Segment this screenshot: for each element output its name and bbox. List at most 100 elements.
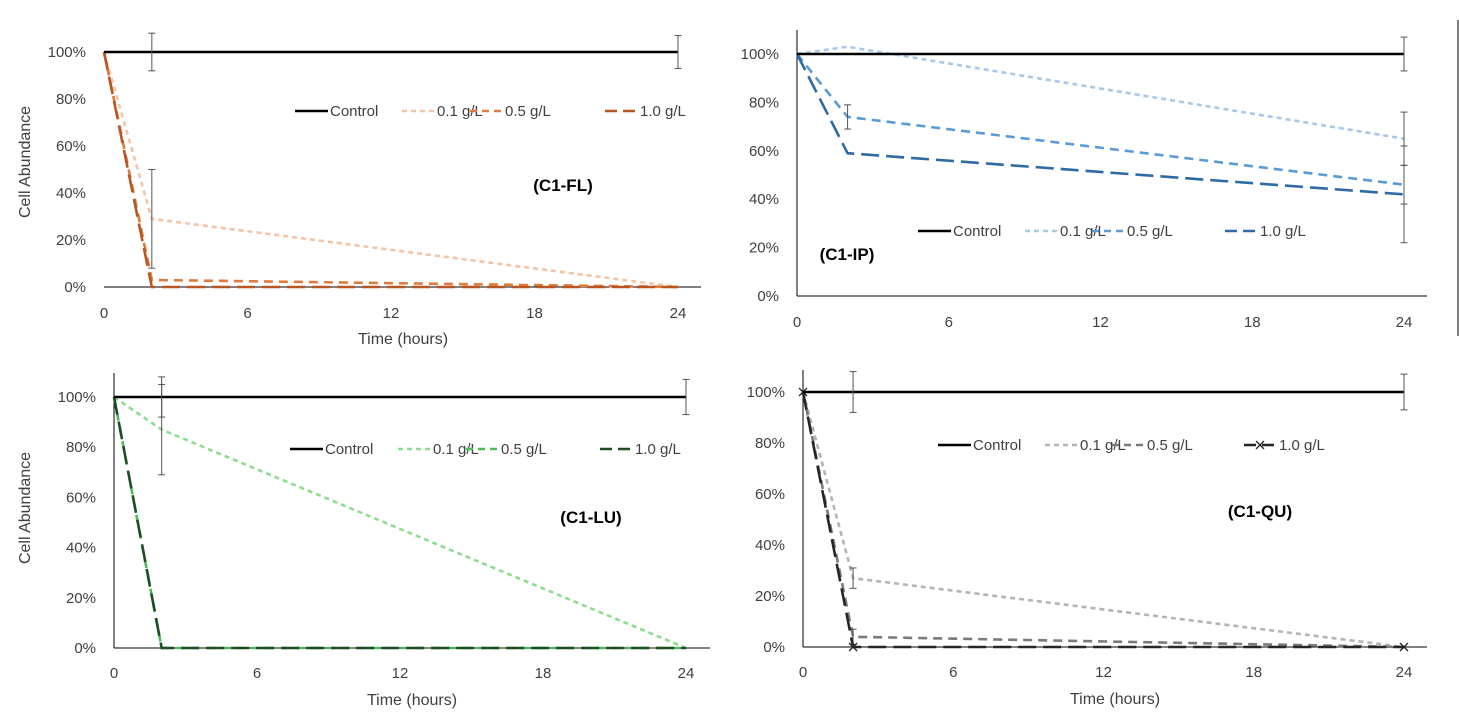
y-tick-label: 60% xyxy=(749,143,779,160)
series-0-1-g-l xyxy=(801,391,1405,649)
legend-label: Control xyxy=(325,441,373,458)
panel-label: (C1-QU) xyxy=(1228,502,1292,521)
x-tick-label: 6 xyxy=(945,314,953,331)
y-tick-label: 100% xyxy=(58,389,96,406)
legend-label: 0.1 g/L xyxy=(1060,223,1106,240)
y-tick-label: 20% xyxy=(66,590,96,607)
series-control xyxy=(104,32,682,72)
legend-label: Control xyxy=(953,223,1001,240)
x-tick-label: 0 xyxy=(110,665,118,682)
series-0-1-g-l xyxy=(102,51,679,289)
legend-entry: 1.0 g/L xyxy=(1244,437,1325,454)
series-line xyxy=(801,391,1405,649)
x-tick-label: 12 xyxy=(1095,664,1112,681)
y-tick-label: 80% xyxy=(749,94,779,111)
x-tick-label: 6 xyxy=(949,664,957,681)
legend-entry: 0.1 g/L xyxy=(402,103,483,120)
legend-label: 0.1 g/L xyxy=(437,103,483,120)
legend-entry: 0.5 g/L xyxy=(1092,223,1173,240)
y-tick-label: 60% xyxy=(755,486,785,503)
series-line xyxy=(795,53,1405,196)
x-tick-label: 18 xyxy=(526,305,543,322)
legend-entry: Control xyxy=(295,103,378,120)
x-tick-label: 18 xyxy=(535,665,552,682)
series-control xyxy=(803,371,1408,413)
y-tick-label: 60% xyxy=(66,489,96,506)
series-line xyxy=(796,45,1405,140)
legend-entry: 0.1 g/L xyxy=(398,441,479,458)
legend-entry: 0.1 g/L xyxy=(1045,437,1126,454)
x-tick-label: 6 xyxy=(253,665,261,682)
legend-entry: 0.5 g/L xyxy=(470,103,551,120)
series-line xyxy=(112,396,686,650)
legend-label: 0.1 g/L xyxy=(433,441,479,458)
x-tick-label: 12 xyxy=(1092,314,1109,331)
series-control xyxy=(114,376,690,418)
y-tick-label: 80% xyxy=(56,91,86,108)
y-tick-label: 0% xyxy=(64,279,86,296)
x-marker xyxy=(1399,642,1409,652)
series-1-0-g-l xyxy=(102,51,678,289)
x-axis-title: Time (hours) xyxy=(1070,691,1160,708)
x-axis-title: Time (hours) xyxy=(367,692,457,709)
panel-label: (C1-LU) xyxy=(560,508,621,527)
x-tick-label: 18 xyxy=(1245,664,1262,681)
series-0-5-g-l xyxy=(102,51,679,289)
y-tick-label: 60% xyxy=(56,138,86,155)
legend-marker xyxy=(1255,440,1265,450)
x-tick-label: 6 xyxy=(243,305,251,322)
series-line xyxy=(795,53,1405,186)
chart-c1-lu: 0% 20% 40% 60% 80% 100% 0 6 12 18 24 Time (hours) Ce… xyxy=(17,373,710,709)
x-tick-label: 24 xyxy=(1396,314,1413,331)
legend-label: Control xyxy=(330,103,378,120)
chart-c1-fl: 0% 20% 40% 60% 80% 100% 0 6 12 18 24 Time (hours) Ce… xyxy=(17,32,701,348)
legend-entry: Control xyxy=(290,441,373,458)
legend-label: 1.0 g/L xyxy=(640,103,686,120)
panel-label: (C1-IP) xyxy=(820,245,875,264)
y-tick-label: 40% xyxy=(56,185,86,202)
y-tick-label: 80% xyxy=(755,435,785,452)
y-tick-label: 20% xyxy=(749,240,779,257)
x-tick-label: 0 xyxy=(793,314,801,331)
legend-label: 0.5 g/L xyxy=(1147,437,1193,454)
series-0-5-g-l xyxy=(795,53,1408,205)
y-tick-label: 100% xyxy=(48,44,86,61)
x-marker xyxy=(848,642,858,652)
legend-entry: 1.0 g/L xyxy=(1225,223,1306,240)
legend-label: 0.5 g/L xyxy=(1127,223,1173,240)
panel-label: (C1-FL) xyxy=(533,176,592,195)
y-axis-title: Cell Abundance xyxy=(17,452,34,564)
series-1-0-g-l xyxy=(798,387,1409,652)
chart-c1-qu: 0% 20% 40% 60% 80% 100% 0 6 12 18 24 Time (hours) Co… xyxy=(747,370,1427,708)
x-tick-label: 24 xyxy=(1396,664,1413,681)
y-tick-label: 40% xyxy=(755,537,785,554)
y-tick-label: 20% xyxy=(755,588,785,605)
y-tick-label: 100% xyxy=(741,46,779,63)
y-tick-label: 100% xyxy=(747,384,785,401)
y-tick-label: 0% xyxy=(763,639,785,656)
x-tick-label: 12 xyxy=(392,665,409,682)
legend-label: 0.5 g/L xyxy=(505,103,551,120)
x-tick-label: 0 xyxy=(100,305,108,322)
y-tick-label: 40% xyxy=(66,540,96,557)
series-line xyxy=(102,51,678,289)
legend-entry: 0.1 g/L xyxy=(1025,223,1106,240)
legend-entry: 1.0 g/L xyxy=(600,441,681,458)
chart-c1-ip: 0% 20% 40% 60% 80% 100% 0 6 12 18 24 Control 0.1 g/L… xyxy=(741,30,1427,331)
legend-entry: 0.5 g/L xyxy=(466,441,547,458)
legend-label: 0.1 g/L xyxy=(1080,437,1126,454)
x-axis-title: Time (hours) xyxy=(358,331,448,348)
legend-label: 0.5 g/L xyxy=(501,441,547,458)
x-tick-label: 18 xyxy=(1244,314,1261,331)
series-control xyxy=(797,36,1408,72)
y-tick-label: 20% xyxy=(56,232,86,249)
series-line xyxy=(102,51,679,289)
legend-entry: Control xyxy=(918,223,1001,240)
series-1-0-g-l xyxy=(112,396,686,650)
x-tick-label: 24 xyxy=(670,305,687,322)
x-tick-label: 12 xyxy=(383,305,400,322)
legend-entry: Control xyxy=(938,437,1021,454)
legend-entry: 1.0 g/L xyxy=(605,103,686,120)
legend-label: Control xyxy=(973,437,1021,454)
